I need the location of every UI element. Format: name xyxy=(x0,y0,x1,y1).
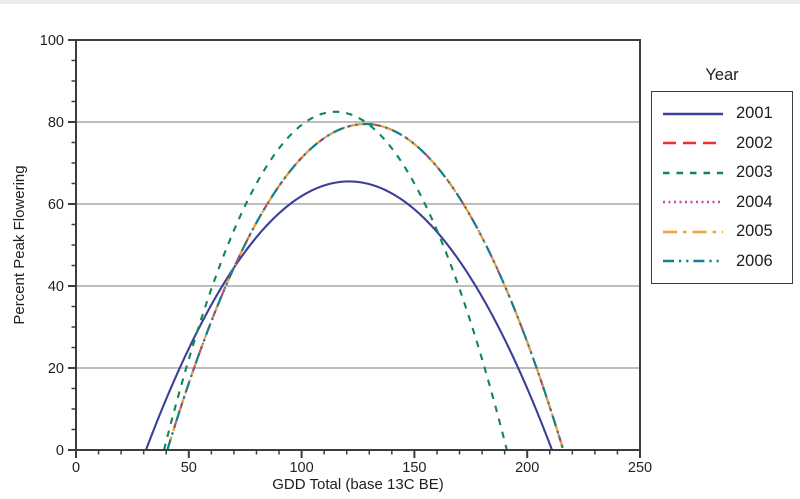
legend-line-sample-2002 xyxy=(663,142,723,145)
x-tick-label-50: 50 xyxy=(181,460,197,476)
legend-line-sample-2004 xyxy=(663,201,723,204)
legend-line-sample-2001 xyxy=(663,112,723,115)
y-tick-label-80: 80 xyxy=(48,115,64,131)
legend-label-2006: 2006 xyxy=(736,251,773,270)
y-tick-label-60: 60 xyxy=(48,197,64,213)
x-tick-label-100: 100 xyxy=(289,460,313,476)
curve-2002 xyxy=(166,122,564,451)
legend-item-2002: 2002 xyxy=(652,129,792,159)
legend-label-2001: 2001 xyxy=(736,104,773,123)
y-tick-label-100: 100 xyxy=(40,33,64,49)
plot-border xyxy=(75,39,641,451)
legend-item-2006: 2006 xyxy=(652,247,792,277)
curve-2001 xyxy=(144,180,554,451)
x-tick-label-0: 0 xyxy=(72,460,80,476)
y-tick-label-40: 40 xyxy=(48,279,64,295)
legend-line-sample-2006 xyxy=(663,260,723,263)
x-axis-title: GDD Total (base 13C BE) xyxy=(272,476,444,493)
legend-label-2002: 2002 xyxy=(736,133,773,152)
curve-2003 xyxy=(162,110,508,451)
y-tick-label-20: 20 xyxy=(48,361,64,377)
x-tick-label-250: 250 xyxy=(628,460,652,476)
top-edge-strip xyxy=(0,0,800,4)
legend-item-2003: 2003 xyxy=(652,158,792,188)
legend-item-2005: 2005 xyxy=(652,217,792,247)
curve-2004 xyxy=(166,122,564,451)
legend-line-sample-2003 xyxy=(663,171,723,174)
x-tick-label-150: 150 xyxy=(402,460,426,476)
curve-2006 xyxy=(166,122,564,451)
legend-label-2004: 2004 xyxy=(736,192,773,211)
legend-item-2001: 2001 xyxy=(652,99,792,129)
x-tick-label-200: 200 xyxy=(515,460,539,476)
y-axis-title: Percent Peak Flowering xyxy=(11,165,28,325)
legend-item-2004: 2004 xyxy=(652,188,792,218)
y-tick-label-0: 0 xyxy=(56,443,64,459)
legend-label-2005: 2005 xyxy=(736,222,773,241)
legend-label-2003: 2003 xyxy=(736,163,773,182)
legend-title: Year xyxy=(705,66,739,84)
legend-line-sample-2005 xyxy=(663,230,723,233)
curve-2005 xyxy=(166,122,564,451)
legend-box: 2001 2002 2003 2004 2005 2006 xyxy=(651,91,793,284)
